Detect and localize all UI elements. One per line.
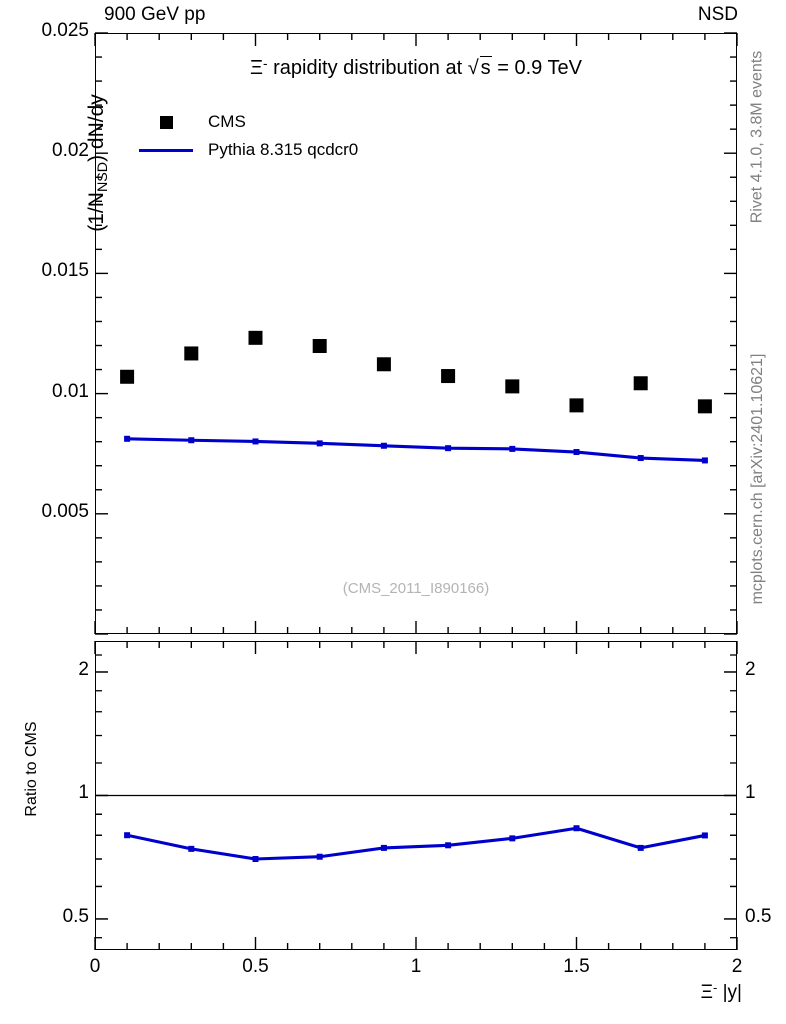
header-right-process-label: NSD [697, 4, 738, 25]
cms-data-marker [633, 376, 648, 391]
pythia-ratio-point [445, 842, 452, 849]
pythia-main-point [701, 457, 708, 464]
y-tick-label-main: 0.015 [41, 260, 89, 282]
x-tick-label: 0 [89, 956, 101, 977]
ratio-plot-frame [95, 641, 737, 950]
cms-data-marker [376, 357, 391, 372]
legend-item-pythia[interactable]: Pythia 8.315 qcdcr0 [130, 136, 358, 164]
x-tick-label: 0.5 [242, 956, 269, 977]
pythia-ratio-point [701, 832, 708, 839]
pythia-main-point [573, 449, 580, 456]
legend-label-pythia: Pythia 8.315 qcdcr0 [208, 140, 359, 159]
cms-data-marker [441, 369, 456, 384]
ratio-y-tick-label-left: 1 [78, 782, 89, 804]
cms-data-marker [120, 369, 135, 384]
pythia-ratio-line [125, 826, 707, 861]
ratio-y-tick-label-left: 2 [78, 658, 89, 680]
x-axis-label-particle: Ξ [700, 981, 714, 1003]
y-tick-label-main: 0.02 [52, 140, 89, 162]
title-text-a: rapidity distribution at [267, 57, 468, 80]
plot-title: Ξ- rapidity distribution at √ s = 0.9 TeV [250, 56, 582, 80]
pythia-main-point [252, 438, 259, 445]
title-particle: Ξ [250, 57, 264, 80]
y-axis-label-ratio: Ratio to CMS [23, 721, 40, 817]
ratio-y-tick-label-right: 2 [745, 658, 756, 680]
legend-key-line [130, 148, 202, 152]
pythia-main-point [509, 445, 516, 452]
ratio-y-tick-label-right: 1 [745, 782, 756, 804]
x-tick-label: 1 [410, 956, 422, 977]
legend-label-cms: CMS [208, 112, 246, 131]
pythia-ratio-point [252, 856, 259, 863]
pythia-ratio-point [124, 832, 131, 839]
cms-data-marker [184, 346, 199, 361]
analysis-id-watermark: (CMS_2011_I890166) [342, 580, 490, 597]
y-tick-label-main: 0.025 [41, 20, 89, 41]
x-axis-label-charge: - [713, 980, 718, 995]
pythia-main-point [124, 435, 131, 442]
title-text-b: = 0.9 TeV [491, 57, 582, 80]
pythia-ratio-point [573, 825, 580, 832]
title-sqrt-s: s [479, 56, 492, 80]
pythia-main-point [380, 442, 387, 449]
pythia-ratio-point [380, 844, 387, 851]
cms-data-marker [697, 399, 712, 414]
y-axis-label-main: (1/NNSD) dN/dy [85, 53, 111, 273]
ratio-y-tick-label-right: 0.5 [745, 905, 772, 927]
pythia-main-line [125, 437, 707, 462]
cms-data-marker [248, 330, 263, 345]
pythia-main-point [637, 455, 644, 462]
pythia-main-point [445, 445, 452, 452]
pythia-main-point [316, 440, 323, 447]
rivet-version-label: Rivet 4.1.0, 3.8M events [748, 50, 766, 224]
cms-data-marker [505, 379, 520, 394]
legend: CMS Pythia 8.315 qcdcr0 [130, 108, 358, 164]
x-axis-label-var: |y| [722, 981, 742, 1003]
y-tick-label-main: 0.005 [41, 500, 89, 522]
x-tick-label: 2 [731, 956, 743, 977]
cms-data-marker [312, 339, 327, 354]
y-tick-label-main: 0.01 [52, 380, 89, 402]
pythia-ratio-point [188, 845, 195, 852]
title-charge: - [263, 56, 268, 71]
y-axis-label-subscript: NSD [94, 161, 111, 193]
x-axis-label: Ξ- |y| [701, 980, 742, 1004]
cms-data-marker [569, 398, 584, 413]
pythia-ratio-point [509, 835, 516, 842]
pythia-ratio-point [637, 844, 644, 851]
ratio-y-tick-label-left: 0.5 [62, 905, 89, 927]
legend-item-cms[interactable]: CMS [130, 108, 358, 136]
x-tick-label: 1.5 [563, 956, 590, 977]
header-left-beam-label: 900 GeV pp [104, 4, 206, 25]
mcplots-source-label: mcplots.cern.ch [arXiv:2401.10621] [749, 353, 766, 605]
legend-key-square-marker [130, 115, 202, 129]
pythia-main-point [188, 437, 195, 444]
y-axis-label-part-a: (1/N [85, 192, 109, 232]
pythia-ratio-point [316, 853, 323, 860]
